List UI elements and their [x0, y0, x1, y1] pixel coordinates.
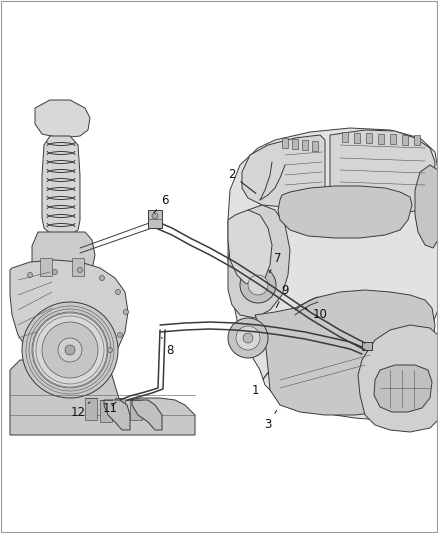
Polygon shape — [42, 136, 80, 235]
Circle shape — [53, 270, 57, 274]
Bar — [342, 132, 348, 142]
Polygon shape — [132, 400, 162, 430]
Circle shape — [243, 333, 253, 343]
Bar — [378, 133, 384, 143]
Bar — [292, 139, 298, 149]
Bar — [366, 133, 372, 143]
Circle shape — [117, 333, 123, 337]
Polygon shape — [32, 232, 95, 282]
Bar — [148, 210, 162, 228]
Bar — [40, 258, 52, 276]
Circle shape — [107, 348, 113, 352]
Text: 7: 7 — [269, 252, 282, 272]
Bar — [282, 138, 288, 148]
Text: 6: 6 — [154, 193, 169, 213]
Text: 3: 3 — [264, 410, 276, 432]
Circle shape — [152, 213, 158, 219]
Circle shape — [78, 268, 82, 272]
Circle shape — [228, 318, 268, 358]
Polygon shape — [278, 186, 412, 238]
Polygon shape — [255, 290, 435, 415]
Text: 11: 11 — [102, 401, 117, 415]
Circle shape — [42, 322, 98, 378]
Circle shape — [58, 338, 82, 362]
Bar — [100, 400, 112, 422]
Bar — [85, 398, 97, 420]
Bar — [115, 398, 125, 416]
Bar — [130, 400, 142, 420]
Bar — [72, 258, 84, 276]
Text: 9: 9 — [276, 284, 289, 308]
Polygon shape — [228, 205, 290, 318]
Circle shape — [248, 275, 268, 295]
Circle shape — [116, 289, 120, 295]
Polygon shape — [104, 400, 130, 430]
Circle shape — [99, 276, 105, 280]
Bar — [402, 134, 408, 144]
Polygon shape — [10, 260, 128, 372]
Polygon shape — [228, 210, 272, 285]
Circle shape — [236, 326, 260, 350]
Circle shape — [28, 272, 32, 278]
Bar — [362, 342, 372, 350]
Polygon shape — [330, 130, 435, 215]
Bar — [312, 141, 318, 151]
Circle shape — [65, 345, 75, 355]
Circle shape — [32, 312, 108, 388]
Text: 8: 8 — [162, 337, 174, 357]
Polygon shape — [374, 365, 432, 412]
Polygon shape — [10, 352, 195, 435]
Polygon shape — [358, 325, 438, 432]
Text: 1: 1 — [251, 372, 268, 397]
Bar — [354, 133, 360, 142]
Circle shape — [124, 310, 128, 314]
Text: 10: 10 — [305, 308, 328, 321]
Polygon shape — [242, 135, 325, 207]
Text: 2: 2 — [228, 168, 256, 193]
Polygon shape — [228, 128, 438, 420]
Bar — [414, 135, 420, 145]
Circle shape — [240, 267, 276, 303]
Bar — [302, 140, 308, 150]
Bar — [390, 134, 396, 144]
Polygon shape — [415, 165, 438, 248]
Circle shape — [22, 302, 118, 398]
Polygon shape — [35, 100, 90, 138]
Text: 12: 12 — [71, 402, 90, 418]
